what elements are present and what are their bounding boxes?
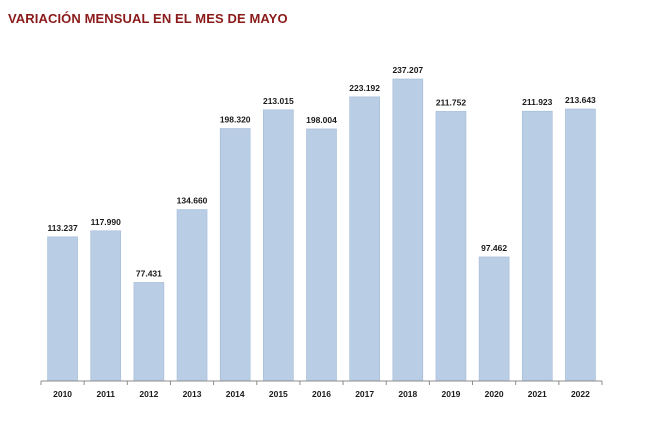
- value-label-2012: 77.431: [136, 268, 162, 278]
- value-label-2022: 213.643: [565, 95, 596, 105]
- bar-2011: [90, 230, 122, 382]
- x-tick-label-2015: 2015: [269, 389, 288, 399]
- x-ticks-group: [40, 381, 603, 385]
- x-tick-label-2010: 2010: [53, 389, 72, 399]
- value-label-2018: 237.207: [392, 65, 423, 75]
- x-tick-label-2014: 2014: [226, 389, 245, 399]
- chart-title: VARIACIÓN MENSUAL EN EL MES DE MAYO: [8, 11, 288, 26]
- bar-2022: [565, 108, 596, 382]
- x-tick-label-2016: 2016: [312, 389, 331, 399]
- value-label-2016: 198.004: [306, 115, 337, 125]
- value-label-2015: 213.015: [263, 96, 294, 106]
- value-label-2020: 97.462: [481, 243, 507, 253]
- bar-2016: [306, 128, 337, 382]
- bar-2020: [478, 256, 510, 382]
- value-label-2013: 134.660: [177, 196, 208, 206]
- bar-2017: [349, 96, 380, 382]
- bars-group: [47, 78, 596, 382]
- x-tick-label-2020: 2020: [485, 389, 504, 399]
- bar-2010: [47, 236, 78, 382]
- value-label-2017: 223.192: [349, 83, 380, 93]
- x-tick-label-2018: 2018: [398, 389, 417, 399]
- x-tick-label-2022: 2022: [571, 389, 590, 399]
- bar-2013: [176, 209, 208, 382]
- x-tick-labels-group: 2010 2011 2012 2013 2014 2015 2016 2017 2018 2019…: [53, 389, 590, 399]
- x-tick-label-2017: 2017: [355, 389, 374, 399]
- bar-2014: [219, 128, 251, 382]
- value-label-2014: 198.320: [220, 115, 251, 125]
- value-label-2010: 113.237: [47, 223, 78, 233]
- value-label-2021: 211.923: [522, 97, 553, 107]
- value-label-2019: 211.752: [436, 97, 467, 107]
- bar-2019: [435, 111, 467, 382]
- x-tick-label-2013: 2013: [183, 389, 202, 399]
- bar-2021: [521, 110, 553, 382]
- bar-2012: [133, 282, 165, 382]
- bar-2018: [392, 78, 424, 382]
- x-tick-label-2012: 2012: [139, 389, 158, 399]
- x-tick-label-2011: 2011: [97, 389, 116, 399]
- value-label-2011: 117.990: [91, 217, 122, 227]
- value-labels-group: 113.237 117.990 77.431 134.660 198.320 213.01…: [47, 65, 596, 278]
- x-tick-label-2021: 2021: [528, 389, 547, 399]
- x-tick-label-2019: 2019: [441, 389, 460, 399]
- bar-2015: [263, 109, 294, 382]
